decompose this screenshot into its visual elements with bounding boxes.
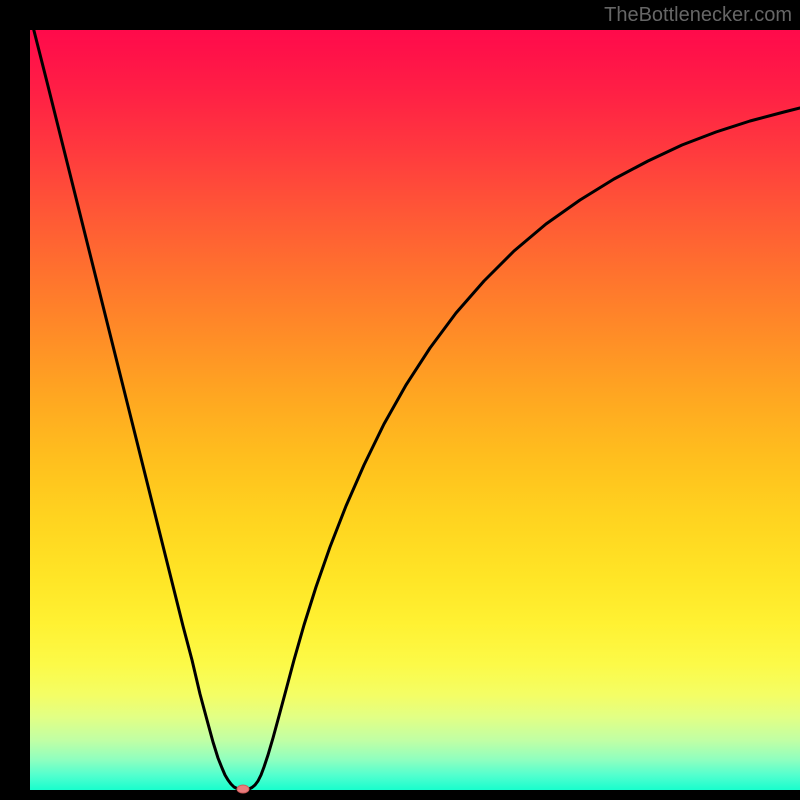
watermark-label: TheBottlenecker.com (604, 4, 792, 27)
optimal-point-marker (237, 785, 249, 793)
bottleneck-chart: TheBottlenecker.com (0, 0, 800, 800)
chart-svg (0, 0, 800, 800)
